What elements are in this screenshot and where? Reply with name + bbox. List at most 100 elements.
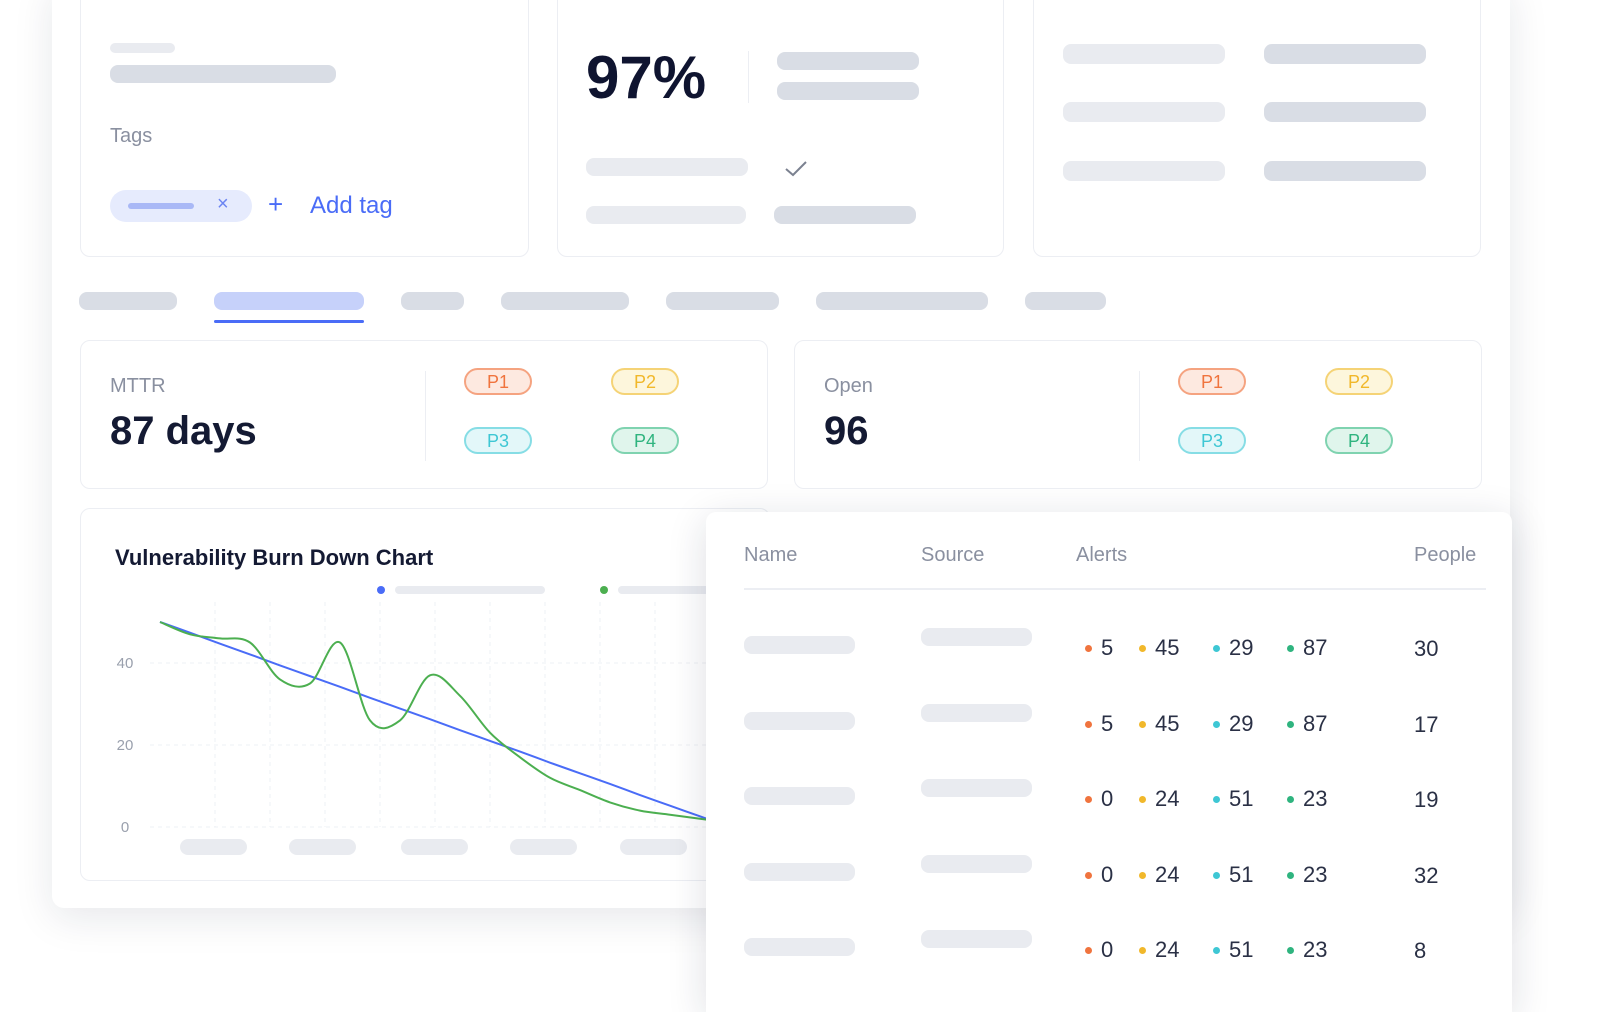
placeholder (921, 930, 1032, 948)
placeholder (110, 65, 336, 83)
divider (748, 51, 749, 103)
metric-card: MTTR 87 days P1 P2 P3 P4 (80, 340, 768, 489)
placeholder (921, 703, 1032, 722)
placeholder (128, 203, 194, 209)
alert-count: 0 (1101, 937, 1114, 962)
alert-dot (1085, 796, 1092, 803)
alert-dot (1287, 720, 1294, 728)
chart: 0 20 40 (117, 586, 770, 855)
alert-dot (1287, 796, 1294, 803)
placeholder (744, 862, 855, 881)
alert-dot (1085, 720, 1092, 728)
tags-label: Tags (110, 125, 153, 147)
priority-badge: P1 (1178, 368, 1246, 395)
placeholder (395, 586, 545, 594)
placeholder (774, 206, 916, 224)
placeholder (586, 158, 748, 176)
divider (425, 371, 426, 461)
column-header: Name (744, 544, 798, 566)
placeholder (289, 839, 356, 855)
people-count: 17 (1414, 711, 1439, 737)
alert-count: 51 (1229, 786, 1254, 811)
alert-count: 29 (1229, 710, 1254, 736)
table-row: 5 45 29 87 30 (706, 624, 1512, 674)
alert-dot (1287, 645, 1294, 652)
alert-dot (1287, 947, 1294, 954)
placeholder (744, 787, 855, 805)
placeholder (1063, 102, 1225, 122)
placeholder (777, 52, 919, 70)
alert-count: 0 (1101, 786, 1114, 811)
table-row: 0 24 51 23 32 (706, 851, 1512, 901)
tab[interactable] (401, 292, 464, 310)
tab[interactable] (79, 292, 177, 310)
alert-dot (1213, 796, 1220, 803)
tab[interactable] (214, 292, 364, 310)
tab[interactable] (816, 292, 988, 310)
priority-badge: P4 (611, 427, 679, 454)
alert-dot (1213, 720, 1220, 728)
placeholder (921, 854, 1032, 873)
priority-badge: P2 (1325, 368, 1393, 395)
alert-count: 0 (1101, 861, 1114, 887)
people-count: 8 (1414, 938, 1427, 963)
details-card: Tags × + Add tag (80, 0, 529, 257)
alert-dot (1139, 947, 1146, 954)
alert-count: 5 (1101, 710, 1114, 736)
tab[interactable] (666, 292, 779, 310)
tab[interactable] (501, 292, 629, 310)
placeholder (921, 779, 1032, 797)
alert-dot (1213, 871, 1220, 879)
contacts-card (1033, 0, 1481, 257)
tab-indicator (214, 320, 364, 323)
alert-dot (1287, 871, 1294, 879)
placeholder (1063, 161, 1225, 181)
placeholder (1264, 44, 1426, 64)
alert-count: 29 (1229, 635, 1254, 660)
alert-dot (1139, 720, 1146, 728)
column-header: Source (921, 544, 985, 566)
line-series (159, 621, 731, 824)
legend-marker (377, 586, 385, 594)
y-tick-label: 0 (121, 819, 129, 836)
placeholder (1264, 102, 1426, 122)
placeholder (777, 82, 919, 100)
check-icon (785, 161, 807, 177)
alert-count: 87 (1303, 710, 1328, 736)
placeholder (744, 938, 855, 956)
divider (1139, 371, 1140, 461)
tabs (79, 292, 1486, 323)
alert-dot (1139, 871, 1146, 879)
tag-remove[interactable]: × (217, 193, 229, 215)
placeholder (586, 206, 746, 224)
placeholder (180, 839, 247, 855)
placeholder (744, 711, 855, 730)
add-tag-icon[interactable]: + (268, 189, 284, 219)
metric-label: MTTR (110, 375, 166, 397)
table-row: 0 24 51 23 19 (706, 775, 1512, 825)
table-row: 5 45 29 87 17 (706, 700, 1512, 750)
column-header: Alerts (1076, 544, 1128, 566)
alert-count: 23 (1303, 861, 1328, 887)
priority-badge: P3 (1178, 427, 1246, 454)
alert-count: 24 (1155, 786, 1180, 811)
add-tag[interactable]: Add tag (310, 192, 393, 219)
placeholder (620, 839, 687, 855)
score-card: 97% (557, 0, 1004, 257)
alert-count: 51 (1229, 937, 1254, 962)
tag-chip[interactable]: × (110, 190, 252, 222)
placeholder (401, 839, 468, 855)
score: 97% (586, 44, 707, 111)
alert-count: 23 (1303, 937, 1328, 962)
tab[interactable] (1025, 292, 1106, 310)
y-tick-label: 20 (117, 737, 134, 754)
table-row: 0 24 51 23 8 (706, 926, 1512, 976)
chart-title: Vulnerability Burn Down Chart (115, 545, 434, 570)
placeholder (1264, 161, 1426, 181)
metric-value: 96 (824, 409, 869, 453)
placeholder (921, 628, 1032, 646)
alert-dot (1213, 947, 1220, 954)
placeholder (1063, 44, 1225, 64)
alert-count: 87 (1303, 635, 1328, 660)
